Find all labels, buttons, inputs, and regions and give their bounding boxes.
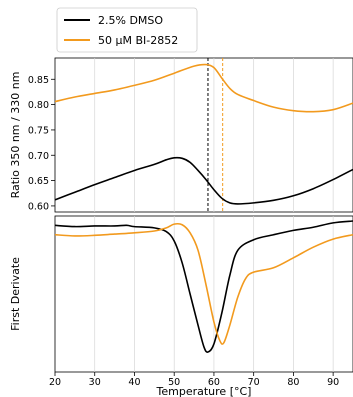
top-plot-area [54,57,353,213]
legend-box [56,7,198,53]
top-y-axis-label: Ratio 350 nm / 330 nm [9,72,22,199]
legend-label-dmso: 2.5% DMSO [98,14,163,27]
top-series [55,63,353,205]
x-tick-label: 50 [168,377,180,388]
x-axis-label: Temperature [°C] [156,385,252,397]
top-y-ticks: 0.60 0.65 0.70 0.75 0.80 0.85 [28,75,55,212]
top-grid [94,58,334,212]
y-tick-label: 0.75 [28,125,49,136]
y-tick-label: 0.85 [28,75,49,86]
y-tick-label: 0.70 [28,151,49,162]
x-tick-label: 60 [208,377,220,388]
legend-label-bi2852: 50 µM BI-2852 [98,34,178,47]
bottom-series-line-1 [55,222,353,345]
y-tick-label: 0.65 [28,176,49,187]
x-tick-label: 30 [89,377,101,388]
x-tick-label: 40 [128,377,140,388]
x-tick-label: 80 [287,377,299,388]
y-tick-label: 0.80 [28,100,49,111]
top-vlines [207,58,224,212]
bottom-series-line-0 [55,220,353,353]
bottom-y-axis-label: First Derivate [9,257,22,331]
x-tick-label: 90 [327,377,339,388]
x-tick-label: 20 [49,377,61,388]
bottom-x-ticks: 20 30 40 50 60 70 80 90 [49,372,339,388]
top-panel: 0.60 0.65 0.70 0.75 0.80 0.85 Ratio 350 nm / … [9,57,353,213]
top-series-line-0 [55,156,353,205]
x-tick-label: 70 [248,377,260,388]
bottom-panel: 20 30 40 50 60 70 80 90 First Derivate Temperat… [9,215,353,397]
top-series-line-1 [55,63,353,113]
bottom-series [55,220,353,353]
legend: 2.5% DMSO 50 µM BI-2852 [56,7,198,53]
y-tick-label: 0.60 [28,201,49,212]
